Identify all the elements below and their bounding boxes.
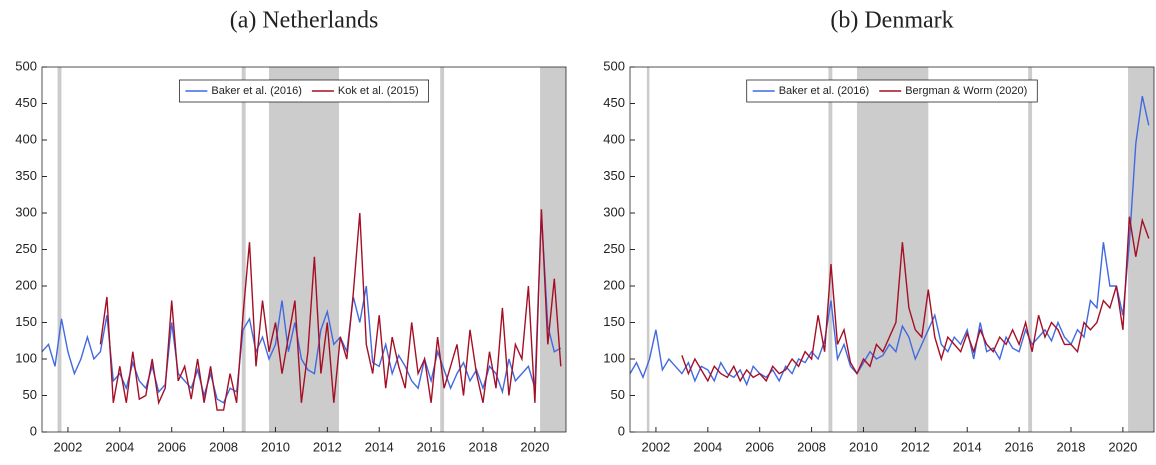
x-tick-label: 2006 [157,439,186,454]
x-tick-label: 2020 [1108,439,1137,454]
x-tick-label: 2016 [417,439,446,454]
shaded-period [828,67,833,432]
y-tick-label: 50 [611,387,625,402]
x-tick-label: 2004 [105,439,134,454]
legend-label: Baker et al. (2016) [779,85,870,97]
x-tick-label: 2014 [365,439,394,454]
y-tick-label: 250 [603,241,625,256]
legend: Baker et al. (2016) Bergman & Worm (2020) [746,79,1038,103]
y-tick-label: 150 [15,314,37,329]
y-tick-label: 500 [15,58,37,73]
y-tick-label: 200 [15,277,37,292]
shaded-period [646,67,650,432]
y-tick-label: 50 [23,387,37,402]
y-tick-label: 350 [15,168,37,183]
x-tick-label: 2012 [901,439,930,454]
shaded-period [241,67,246,432]
shaded-period [57,67,62,432]
x-tick-label: 2006 [745,439,774,454]
y-tick-label: 300 [603,204,625,219]
x-tick-label: 2008 [209,439,238,454]
x-tick-label: 2016 [1005,439,1034,454]
x-tick-label: 2010 [849,439,878,454]
y-tick-label: 0 [618,423,625,438]
legend-box [178,79,430,103]
x-tick-label: 2018 [1057,439,1086,454]
y-tick-label: 450 [15,95,37,110]
y-tick-label: 250 [15,241,37,256]
series-line [99,209,562,411]
y-tick-label: 500 [603,58,625,73]
legend: Baker et al. (2016) Kok et al. (2015) [178,79,430,103]
y-tick-label: 350 [603,168,625,183]
y-tick-label: 100 [15,350,37,365]
y-tick-label: 0 [30,423,37,438]
y-tick-label: 150 [603,314,625,329]
legend-label: Kok et al. (2015) [338,85,419,97]
x-tick-label: 2004 [693,439,722,454]
x-tick-label: 2018 [469,439,498,454]
x-tick-label: 2002 [53,439,82,454]
chart-title: (b) Denmark [830,8,953,34]
x-tick-label: 2010 [261,439,290,454]
x-tick-label: 2012 [313,439,342,454]
y-tick-label: 450 [603,95,625,110]
shaded-period [1128,67,1154,432]
shaded-period [440,67,445,432]
y-tick-label: 400 [15,131,37,146]
y-tick-label: 300 [15,204,37,219]
y-tick-label: 400 [603,131,625,146]
x-tick-label: 2008 [797,439,826,454]
series-line [629,96,1150,387]
x-tick-label: 2014 [953,439,982,454]
x-tick-label: 2020 [520,439,549,454]
y-tick-label: 100 [603,350,625,365]
x-tick-label: 2002 [641,439,670,454]
y-tick-label: 200 [603,277,625,292]
shaded-period [268,67,340,432]
series-line [681,216,1150,383]
series-line [41,212,562,404]
shaded-period [1028,67,1033,432]
chart-title: (a) Netherlands [230,8,379,34]
shaded-period [856,67,929,432]
legend-label: Bergman & Worm (2020) [905,85,1027,97]
legend-label: Baker et al. (2016) [211,85,302,97]
shaded-period [540,67,566,432]
